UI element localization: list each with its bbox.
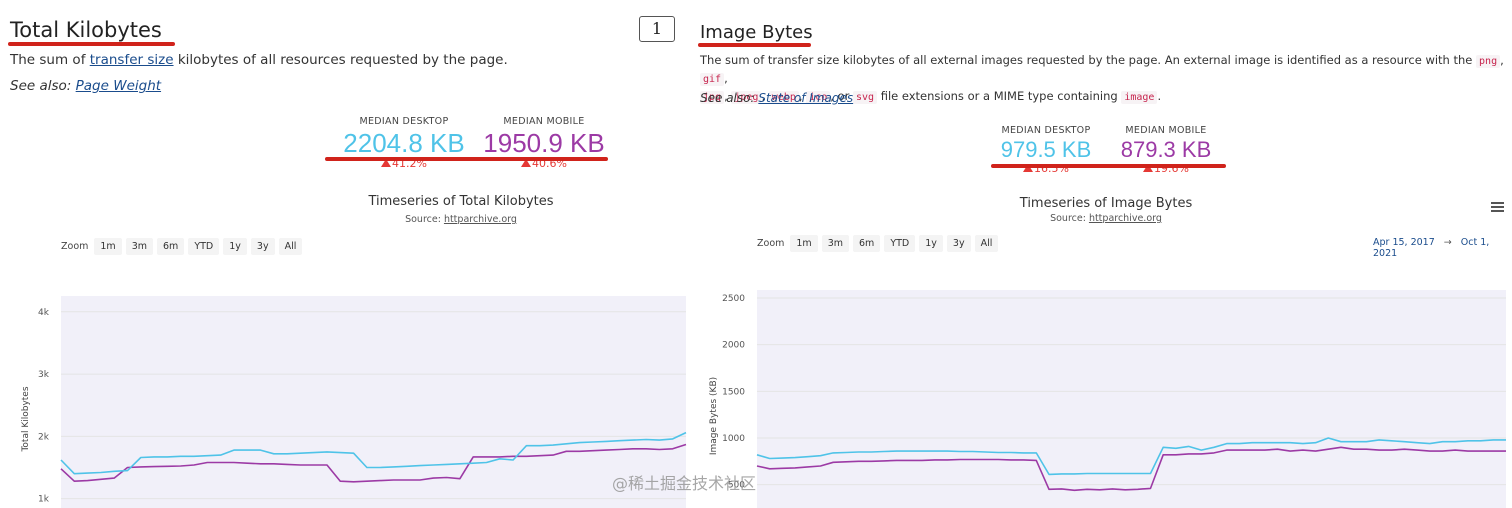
range-from[interactable]: Apr 15, 2017 <box>1373 237 1435 248</box>
total-kilobytes-chart: 1k 2k 3k 4k Total Kilobytes <box>21 296 687 508</box>
source-label: Source: <box>1050 213 1089 224</box>
zoom-controls: Zoom 1m 3m 6m YTD 1y 3y All <box>61 238 306 255</box>
desc-part-2: file extensions or a MIME type containin… <box>880 89 1118 103</box>
mobile-series-line[interactable] <box>60 443 687 483</box>
desc-suffix: kilobytes of all resources requested by … <box>173 52 508 68</box>
zoom-3m-button[interactable]: 3m <box>821 235 850 252</box>
red-underline-mark <box>698 43 811 47</box>
zoom-3y-button[interactable]: 3y <box>250 238 275 255</box>
median-mobile: MEDIAN MOBILE 1950.9 KB 40.6% <box>474 116 614 170</box>
desktop-series-line[interactable] <box>60 431 687 475</box>
median-stats: MEDIAN DESKTOP 2204.8 KB 41.2% MEDIAN MO… <box>334 116 614 170</box>
median-mobile-label: MEDIAN MOBILE <box>1125 125 1207 136</box>
y-tick-label: 2000 <box>722 341 745 351</box>
metric-title: Total Kilobytes <box>10 18 162 42</box>
red-underline-mark <box>325 157 608 161</box>
increase-triangle-icon <box>1143 164 1154 172</box>
page-weight-link[interactable]: Page Weight <box>75 78 162 94</box>
y-axis-title: Total Kilobytes <box>21 386 31 452</box>
red-underline-mark <box>991 164 1226 168</box>
chart-title: Timeseries of Image Bytes <box>1019 196 1193 211</box>
red-underline-mark <box>8 42 175 46</box>
source-label: Source: <box>405 214 444 225</box>
increase-triangle-icon <box>521 159 532 167</box>
zoom-label: Zoom <box>757 238 785 249</box>
background-area <box>61 296 686 508</box>
y-tick-label: 1000 <box>722 434 745 444</box>
image-bytes-panel: Image Bytes The sum of transfer size kil… <box>696 0 1512 508</box>
ext-jpg: jpg <box>700 91 725 104</box>
increase-triangle-icon <box>381 159 392 167</box>
see-also: See also: Page Weight <box>10 78 161 94</box>
y-tick-label: 1500 <box>722 387 745 397</box>
zoom-ytd-button[interactable]: YTD <box>884 235 916 252</box>
watermark: @稀土掘金技术社区 <box>612 474 757 493</box>
median-desktop-label: MEDIAN DESKTOP <box>359 116 449 127</box>
zoom-controls: Zoom 1m 3m 6m YTD 1y 3y All <box>757 235 1002 252</box>
range-arrow: → <box>1443 237 1452 248</box>
zoom-6m-button[interactable]: 6m <box>853 235 881 252</box>
chart-source: Source: httparchive.org <box>906 213 1306 224</box>
median-desktop-value: 2204.8 KB <box>343 128 465 158</box>
transfer-size-link[interactable]: transfer size <box>89 52 174 68</box>
median-desktop: MEDIAN DESKTOP 2204.8 KB 41.2% <box>334 116 474 170</box>
ext-jpeg: jpeg <box>731 91 762 104</box>
total-kilobytes-panel: Total Kilobytes The sum of transfer size… <box>0 0 690 508</box>
mobile-series-line[interactable] <box>756 446 1506 492</box>
increase-triangle-icon <box>1023 164 1034 172</box>
image-bytes-chart: 500 1000 1500 2000 2500 Image Bytes (KB) <box>709 290 1506 508</box>
y-tick-label: 4k <box>38 308 50 318</box>
y-tick-label: 2k <box>38 432 50 442</box>
chart-title: Timeseries of Total Kilobytes <box>368 194 554 209</box>
zoom-ytd-button[interactable]: YTD <box>188 238 220 255</box>
desktop-series-line[interactable] <box>756 437 1506 476</box>
y-tick-label: 2500 <box>722 294 745 304</box>
ext-svg: svg <box>852 91 878 104</box>
range-to[interactable]: Oct 1, 2021 <box>1373 237 1490 259</box>
zoom-3m-button[interactable]: 3m <box>125 238 154 255</box>
page-number-badge: 1 <box>639 16 675 42</box>
ext-webp: webp <box>768 91 799 104</box>
zoom-1m-button[interactable]: 1m <box>94 238 122 255</box>
median-mobile-value: 1950.9 KB <box>483 128 605 158</box>
desc-part-1: The sum of transfer size kilobytes of al… <box>700 53 1477 67</box>
median-desktop-value: 979.5 KB <box>1000 137 1092 162</box>
y-axis-title: Image Bytes (KB) <box>709 377 719 455</box>
zoom-label: Zoom <box>61 241 89 252</box>
desc-or: or <box>837 89 850 103</box>
date-range: Apr 15, 2017 → Oct 1, 2021 <box>1373 237 1512 259</box>
y-tick-label: 1k <box>38 495 50 505</box>
median-mobile-value: 879.3 KB <box>1120 137 1212 162</box>
zoom-all-button[interactable]: All <box>974 235 999 252</box>
background-area <box>757 290 1506 508</box>
desc-prefix: The sum of <box>10 52 90 68</box>
zoom-all-button[interactable]: All <box>278 238 303 255</box>
metric-description: The sum of transfer size kilobytes of al… <box>10 52 508 68</box>
zoom-3y-button[interactable]: 3y <box>946 235 971 252</box>
see-also-label: See also: <box>10 78 76 94</box>
y-tick-label: 3k <box>38 370 50 380</box>
httparchive-link[interactable]: httparchive.org <box>1088 213 1162 224</box>
chart-source: Source: httparchive.org <box>261 214 661 225</box>
zoom-1y-button[interactable]: 1y <box>919 235 943 252</box>
metric-description: The sum of transfer size kilobytes of al… <box>700 53 1504 104</box>
median-mobile-label: MEDIAN MOBILE <box>503 116 585 127</box>
y-tick-label: 500 <box>728 481 745 491</box>
httparchive-link[interactable]: httparchive.org <box>443 214 517 225</box>
metric-title: Image Bytes <box>700 22 813 43</box>
ext-png: png <box>1476 55 1501 68</box>
zoom-1m-button[interactable]: 1m <box>790 235 818 252</box>
zoom-6m-button[interactable]: 6m <box>157 238 185 255</box>
see-also-label: See also: <box>700 91 759 105</box>
hamburger-menu-icon[interactable] <box>1491 202 1504 212</box>
see-also: See also: State of Images <box>700 91 853 105</box>
mime-image: image <box>1121 91 1158 104</box>
zoom-1y-button[interactable]: 1y <box>223 238 247 255</box>
median-desktop-label: MEDIAN DESKTOP <box>1001 125 1091 136</box>
ext-gif: gif <box>700 73 725 86</box>
ext-ico: ico <box>806 91 831 104</box>
state-of-images-link[interactable]: State of Images <box>758 91 854 105</box>
